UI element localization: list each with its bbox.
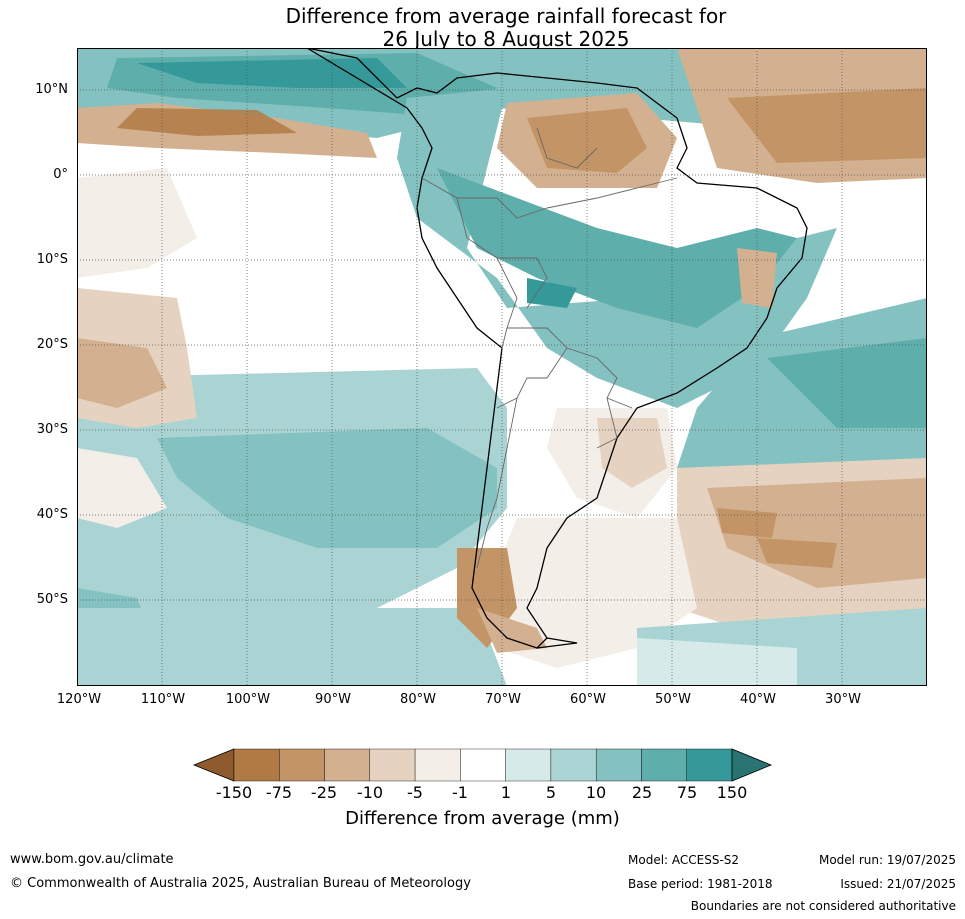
colorbar-tick: -25	[310, 783, 338, 802]
colorbar-swatch	[595, 748, 642, 782]
map-title-line2: 26 July to 8 August 2025	[382, 27, 630, 51]
colorbar-swatch	[641, 748, 687, 782]
lon-label-80w: 80°W	[400, 692, 436, 707]
lon-label-120w: 120°W	[56, 692, 102, 707]
lat-label-30s: 30°S	[36, 422, 68, 437]
lon-label-40w: 40°W	[740, 692, 776, 707]
rainfall-anomaly-map	[77, 48, 927, 686]
lon-label-110w: 110°W	[140, 692, 186, 707]
rainfall-anomaly-shading	[77, 48, 927, 686]
boundaries-disclaimer: Boundaries are not considered authoritat…	[690, 899, 956, 913]
lon-label-100w: 100°W	[225, 692, 271, 707]
website-link[interactable]: www.bom.gov.au/climate	[10, 852, 174, 867]
colorbar-swatch	[279, 748, 325, 782]
colorbar-swatch	[550, 748, 597, 782]
graticule	[77, 48, 927, 686]
colorbar-tick: 1	[500, 783, 512, 802]
colorbar-swatch	[233, 748, 280, 782]
colorbar-swatch	[414, 748, 461, 782]
colorbar-swatch	[369, 748, 416, 782]
lat-label-50s: 50°S	[36, 592, 68, 607]
country-borders	[421, 127, 678, 569]
colorbar-tick: -10	[356, 783, 384, 802]
colorbar-tick: 25	[631, 783, 653, 802]
colorbar-swatches	[192, 748, 773, 782]
map-frame	[77, 48, 927, 686]
model-name: Model: ACCESS-S2	[628, 853, 740, 867]
lat-label-0: 0°	[53, 167, 68, 182]
model-run-date: Model run: 19/07/2025	[818, 853, 956, 867]
coastlines	[306, 48, 808, 649]
lon-label-70w: 70°W	[485, 692, 521, 707]
colorbar-swatch	[324, 748, 371, 782]
colorbar-tick: -5	[407, 783, 423, 802]
lon-label-50w: 50°W	[655, 692, 691, 707]
colorbar	[192, 748, 773, 782]
colorbar-arrow-low	[192, 748, 235, 782]
colorbar-arrow-high	[731, 748, 773, 782]
base-period: Base period: 1981-2018	[628, 877, 773, 891]
colorbar-tick: 150	[716, 783, 748, 802]
colorbar-tick: 5	[545, 783, 557, 802]
colorbar-label: Difference from average (mm)	[345, 808, 620, 829]
colorbar-tick: 10	[585, 783, 607, 802]
colorbar-tick: -150	[215, 783, 253, 802]
map-title-line1: Difference from average rainfall forecas…	[285, 4, 727, 28]
colorbar-tick: -1	[452, 783, 468, 802]
colorbar-tick: 75	[676, 783, 698, 802]
colorbar-tick: -75	[265, 783, 293, 802]
colorbar-swatch	[686, 748, 733, 782]
lon-label-30w: 30°W	[825, 692, 861, 707]
lat-label-40s: 40°S	[36, 507, 68, 522]
colorbar-swatch	[460, 748, 506, 782]
lon-label-90w: 90°W	[315, 692, 351, 707]
lat-label-10s: 10°S	[36, 252, 68, 267]
issued-date: Issued: 21/07/2025	[840, 877, 956, 891]
colorbar-swatch	[505, 748, 552, 782]
lon-label-60w: 60°W	[570, 692, 606, 707]
copyright-text: © Commonwealth of Australia 2025, Austra…	[10, 876, 471, 891]
lat-label-20s: 20°S	[36, 337, 68, 352]
lat-label-10n: 10°N	[35, 82, 68, 97]
